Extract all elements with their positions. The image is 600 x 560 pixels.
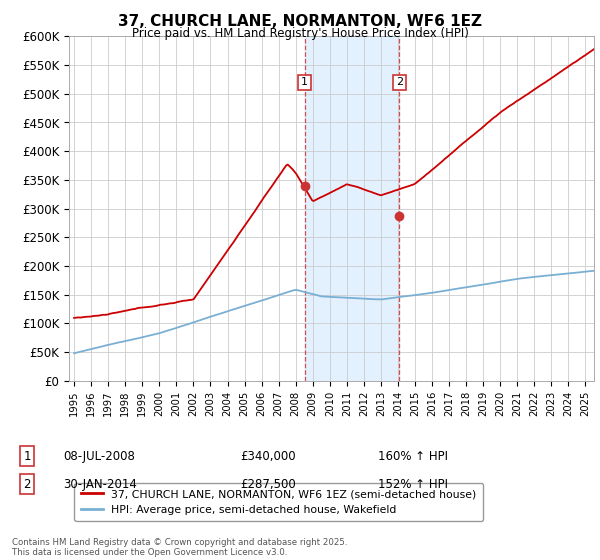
Legend: 37, CHURCH LANE, NORMANTON, WF6 1EZ (semi-detached house), HPI: Average price, s: 37, CHURCH LANE, NORMANTON, WF6 1EZ (sem… bbox=[74, 483, 483, 521]
Text: 2: 2 bbox=[23, 478, 31, 491]
Text: £287,500: £287,500 bbox=[240, 478, 296, 491]
Text: 37, CHURCH LANE, NORMANTON, WF6 1EZ: 37, CHURCH LANE, NORMANTON, WF6 1EZ bbox=[118, 14, 482, 29]
Bar bbox=[305, 36, 400, 381]
Text: 160% ↑ HPI: 160% ↑ HPI bbox=[378, 450, 448, 463]
Text: Price paid vs. HM Land Registry's House Price Index (HPI): Price paid vs. HM Land Registry's House … bbox=[131, 27, 469, 40]
Text: 08-JUL-2008: 08-JUL-2008 bbox=[63, 450, 135, 463]
Text: 2: 2 bbox=[396, 77, 403, 87]
Text: 1: 1 bbox=[23, 450, 31, 463]
Text: 152% ↑ HPI: 152% ↑ HPI bbox=[378, 478, 448, 491]
Text: 1: 1 bbox=[301, 77, 308, 87]
Text: £340,000: £340,000 bbox=[240, 450, 296, 463]
Text: 30-JAN-2014: 30-JAN-2014 bbox=[63, 478, 137, 491]
Text: Contains HM Land Registry data © Crown copyright and database right 2025.
This d: Contains HM Land Registry data © Crown c… bbox=[12, 538, 347, 557]
